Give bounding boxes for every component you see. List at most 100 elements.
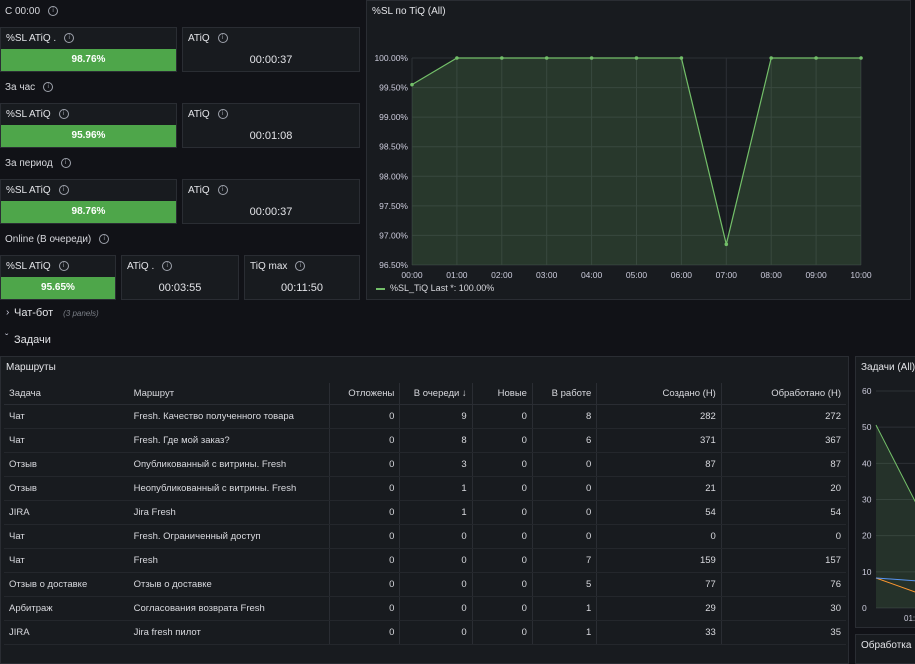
- table-row[interactable]: Арбитраж Согласования возврата Fresh 0 0 0 1 2…: [4, 596, 846, 621]
- column-header[interactable]: В очереди ↓: [399, 383, 473, 405]
- column-header[interactable]: В работе: [531, 383, 597, 405]
- chevron-right-icon: ›: [6, 307, 10, 318]
- y-tick-label: 40: [862, 458, 872, 468]
- info-icon[interactable]: i: [58, 261, 69, 272]
- table-cell: 0: [399, 524, 473, 549]
- y-tick-label: 98.50%: [379, 142, 408, 152]
- info-icon[interactable]: i: [217, 185, 228, 196]
- chart-title: %SL по TiQ (All): [372, 6, 446, 17]
- table-cell: Fresh: [128, 548, 330, 573]
- column-header[interactable]: Задача: [4, 383, 129, 405]
- table-cell: 0: [471, 620, 533, 645]
- table-row[interactable]: JIRA Jira Fresh 0 1 0 0 54 54: [4, 500, 846, 525]
- row-title-text: Чат-бот: [14, 307, 54, 319]
- column-header[interactable]: Новые: [471, 383, 533, 405]
- row-chatbot[interactable]: › Чат-бот (3 panels): [0, 304, 915, 324]
- legend-swatch: [376, 287, 385, 290]
- table-row[interactable]: Чат Fresh. Качество полученного товара 0 9 0…: [4, 404, 846, 429]
- series-line-blue: [875, 577, 915, 582]
- data-point: [859, 56, 863, 60]
- table-cell: Чат: [4, 404, 129, 429]
- series-line-green: [875, 424, 915, 503]
- info-icon[interactable]: i: [43, 82, 54, 93]
- table-row[interactable]: JIRA Jira fresh пилот 0 0 0 1 33 35: [4, 620, 846, 645]
- info-icon[interactable]: i: [64, 33, 75, 44]
- column-header[interactable]: Маршрут: [128, 383, 330, 405]
- section-title-period: За период i: [5, 158, 71, 169]
- data-point: [500, 56, 504, 60]
- column-header[interactable]: Обработано (Н): [720, 383, 846, 405]
- column-header[interactable]: Создано (Н): [596, 383, 722, 405]
- table-row[interactable]: Отзыв о доставке Отзыв о доставке 0 0 0 5 77 76: [4, 572, 846, 597]
- info-icon[interactable]: i: [60, 158, 71, 169]
- x-tick-label: 00:00: [401, 270, 423, 280]
- data-point: [544, 56, 549, 60]
- info-icon[interactable]: i: [48, 6, 59, 17]
- info-icon[interactable]: i: [99, 234, 110, 245]
- y-tick-label: 60: [862, 386, 872, 396]
- table-cell: 21: [596, 476, 722, 501]
- table-cell: 76: [720, 572, 846, 597]
- panel-title: ATiQ: [188, 185, 210, 196]
- x-tick-label: 09:00: [805, 270, 827, 280]
- table-cell: Опубликованный с витрины. Fresh: [128, 452, 330, 477]
- table-cell: 272: [720, 404, 846, 429]
- y-tick-label: 30: [862, 495, 872, 505]
- sl-atiq-panel-2: %SL ATiQ i 95.96%: [0, 103, 177, 148]
- info-icon[interactable]: i: [295, 261, 306, 272]
- table-cell: Чат: [4, 548, 129, 573]
- atiq-value: 00:00:37: [249, 206, 293, 218]
- x-tick-label: 01:00: [446, 270, 468, 280]
- sl-value-bar: 95.65%: [1, 277, 115, 299]
- y-tick-label: 10: [862, 567, 872, 577]
- table-cell: 0: [329, 572, 400, 597]
- panel-title: ATiQ: [188, 33, 210, 44]
- chart-legend[interactable]: %SL_TiQ Last *: 100.00%: [376, 283, 494, 293]
- table-cell: Отзыв: [4, 476, 129, 501]
- info-icon[interactable]: i: [162, 261, 173, 272]
- table-cell: Jira fresh пилот: [128, 620, 330, 645]
- table-cell: 0: [399, 548, 473, 573]
- y-tick-label: 96.50%: [379, 260, 408, 270]
- table-cell: 0: [329, 452, 400, 477]
- table-cell: 0: [329, 596, 400, 621]
- tasks-all-chart: 60 50 40 30 20 10 0 01:: [862, 386, 915, 623]
- row-tasks[interactable]: ˇ Задачи: [0, 330, 915, 350]
- table-cell: 30: [720, 596, 846, 621]
- x-tick-label: 01:: [904, 614, 915, 623]
- table-cell: 0: [471, 524, 533, 549]
- info-icon[interactable]: i: [217, 109, 228, 120]
- series-area: [876, 425, 915, 608]
- table-row[interactable]: Чат Fresh. Ограниченный доступ 0 0 0 0 0 0: [4, 524, 846, 549]
- info-icon[interactable]: i: [58, 185, 69, 196]
- table-body: Чат Fresh. Качество полученного товара 0 9 0…: [4, 404, 846, 645]
- atiq-panel-2: ATiQ i 00:01:08: [182, 103, 360, 148]
- table-cell: 3: [399, 452, 473, 477]
- x-tick-label: 05:00: [626, 270, 648, 280]
- table-cell: 5: [531, 572, 597, 597]
- y-tick-label: 20: [862, 531, 872, 541]
- info-icon[interactable]: i: [58, 109, 69, 120]
- atiq-panel-1: ATiQ i 00:00:37: [182, 27, 360, 72]
- column-header[interactable]: Отложены: [329, 383, 400, 405]
- table-row[interactable]: Отзыв Неопубликованный с витрины. Fresh 0 1…: [4, 476, 846, 501]
- atiq-panel-3: ATiQ i 00:00:37: [182, 179, 360, 224]
- routes-table: Задача Маршрут Отложены В очереди ↓ Новые В р…: [4, 383, 846, 645]
- table-cell: 0: [329, 524, 400, 549]
- table-cell: Чат: [4, 428, 129, 453]
- info-icon[interactable]: i: [217, 33, 228, 44]
- table-row[interactable]: Чат Fresh. Где мой заказ? 0 8 0 6 371 367: [4, 428, 846, 453]
- chevron-down-icon: ˇ: [5, 333, 9, 344]
- x-tick-label: 07:00: [716, 270, 738, 280]
- table-cell: 54: [596, 500, 722, 525]
- data-point: [769, 56, 773, 60]
- table-row[interactable]: Чат Fresh 0 0 0 7 159 157: [4, 548, 846, 573]
- panel-title: %SL ATiQ .: [6, 33, 57, 44]
- table-cell: 8: [531, 404, 597, 429]
- table-row[interactable]: Отзыв Опубликованный с витрины. Fresh 0 3 0 0…: [4, 452, 846, 477]
- sl-value-bar: 98.76%: [1, 201, 176, 223]
- table-cell: 35: [720, 620, 846, 645]
- x-tick-label: 03:00: [536, 270, 558, 280]
- series-area: [412, 58, 861, 265]
- table-cell: Fresh. Где мой заказ?: [128, 428, 330, 453]
